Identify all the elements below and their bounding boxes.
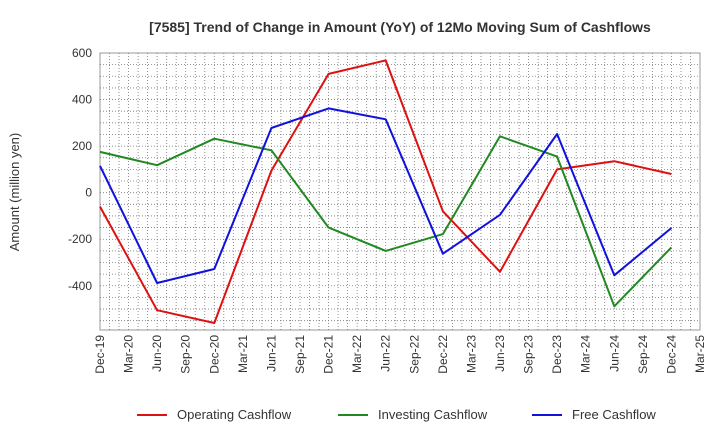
series-line-investing-cashflow: [99, 135, 673, 308]
x-tick-label: Dec-24: [664, 335, 678, 374]
x-tick-label: Jun-21: [264, 335, 278, 372]
x-tick-label: Mar-22: [350, 335, 364, 373]
x-tick-label: Mar-21: [236, 335, 250, 373]
y-tick-label: -200: [68, 232, 92, 246]
x-tick-label: Sep-24: [636, 335, 650, 374]
x-tick-label: Sep-23: [522, 335, 536, 374]
x-tick-label: Dec-20: [207, 335, 221, 374]
y-axis-label: Amount (million yen): [7, 133, 22, 252]
series-line-operating-cashflow: [99, 59, 672, 324]
x-tick-label: Jun-24: [607, 335, 621, 372]
legend-label-operating-cashflow: Operating Cashflow: [177, 407, 292, 422]
x-tick-label: Mar-25: [693, 335, 707, 373]
x-axis: Dec-19 Mar-20 Jun-20 Sep-20 Dec-20 Mar-21 Jun-…: [93, 335, 707, 374]
y-tick-label: 400: [72, 93, 92, 107]
y-tick-label: 200: [72, 139, 92, 153]
series-line-free-cashflow: [99, 107, 673, 284]
x-tick-label: Sep-21: [293, 335, 307, 374]
y-tick-label: -400: [68, 279, 92, 293]
x-tick-label: Dec-22: [436, 335, 450, 374]
plot-area: [99, 52, 701, 331]
legend: Operating Cashflow Investing Cashflow Free…: [137, 407, 656, 422]
x-tick-label: Jun-20: [150, 335, 164, 372]
x-tick-label: Jun-23: [493, 335, 507, 372]
x-tick-label: Jun-22: [379, 335, 393, 372]
series-lines: [99, 59, 673, 324]
x-tick-label: Dec-21: [322, 335, 336, 374]
x-tick-label: Dec-19: [93, 335, 107, 374]
x-tick-label: Dec-23: [550, 335, 564, 374]
x-tick-label: Mar-24: [579, 335, 593, 373]
x-tick-label: Sep-20: [179, 335, 193, 374]
x-tick-label: Sep-22: [407, 335, 421, 374]
legend-label-free-cashflow: Free Cashflow: [572, 407, 656, 422]
x-tick-label: Mar-23: [464, 335, 478, 373]
chart-title: [7585] Trend of Change in Amount (YoY) o…: [149, 19, 651, 35]
y-tick-label: 0: [85, 186, 92, 200]
grid: [100, 53, 700, 330]
x-tick-label: Mar-20: [122, 335, 136, 373]
plot-frame: [99, 52, 701, 331]
legend-label-investing-cashflow: Investing Cashflow: [378, 407, 488, 422]
y-tick-label: 600: [72, 46, 92, 60]
y-axis: 600 400 200 0 -200 -400: [68, 46, 92, 293]
